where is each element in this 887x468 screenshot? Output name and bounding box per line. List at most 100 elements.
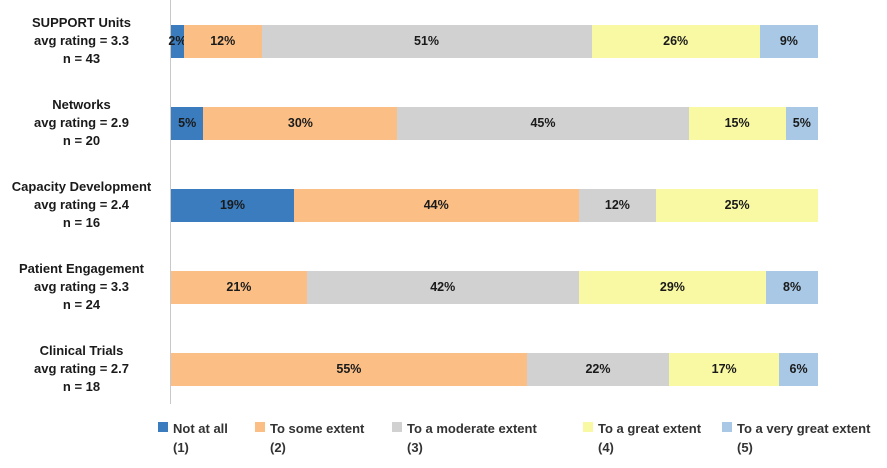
bar-segment: 5%: [785, 106, 818, 140]
category-row: Clinical Trials avg rating = 2.7 n = 18 55%…: [0, 328, 887, 410]
category-row: SUPPORT Units avg rating = 3.3 n = 43 2% 12%…: [0, 0, 887, 82]
segment-value-label: 30%: [287, 116, 313, 130]
rows-container: SUPPORT Units avg rating = 3.3 n = 43 2% 12%…: [0, 0, 887, 410]
category-row: Networks avg rating = 2.9 n = 20 5% 30% 45% 15…: [0, 82, 887, 164]
bar-segment: 44%: [293, 188, 579, 222]
bar-segment: 5%: [171, 106, 204, 140]
segment-value-label: 44%: [423, 198, 449, 212]
bar-segment: 8%: [766, 270, 818, 304]
bar-track: 55% 22% 17% 6%: [171, 352, 818, 386]
category-label: Patient Engagement avg rating = 3.3 n = 24: [0, 260, 167, 314]
legend: Not at all (1) To some extent (2) To a moder…: [0, 410, 887, 468]
bar-segment: 29%: [578, 270, 767, 304]
segment-value-label: 45%: [530, 116, 556, 130]
segment-value-label: 15%: [724, 116, 750, 130]
category-n-count: n = 20: [62, 133, 101, 148]
category-n-count: n = 16: [62, 215, 101, 230]
bar-segment: 17%: [669, 352, 780, 386]
category-avg-rating: avg rating = 3.3: [33, 33, 129, 48]
legend-text: To a moderate extent (3): [407, 419, 537, 457]
segment-value-label: 29%: [659, 280, 685, 294]
category-row: Patient Engagement avg rating = 3.3 n = 24…: [0, 246, 887, 328]
category-avg-rating: avg rating = 2.9: [33, 115, 129, 130]
category-name: Capacity Development: [11, 179, 152, 194]
category-name: Patient Engagement: [19, 261, 144, 276]
category-n-count: n = 18: [62, 379, 101, 394]
segment-value-label: 8%: [783, 280, 802, 294]
bar-segment: 26%: [591, 24, 760, 58]
plot-area: SUPPORT Units avg rating = 3.3 n = 43 2% 12%…: [0, 0, 887, 410]
bar-track: 2% 12% 51% 26% 9%: [168, 24, 818, 58]
legend-scale-number: (5): [737, 440, 753, 455]
bar-track: 5% 30% 45% 15% 5%: [171, 106, 818, 140]
bar-track: 21% 42% 29% 8%: [171, 270, 818, 304]
category-row: Capacity Development avg rating = 2.4 n = …: [0, 164, 887, 246]
bar-segment: 15%: [688, 106, 786, 140]
bar-segment: 21%: [171, 270, 307, 304]
category-avg-rating: avg rating = 2.7: [33, 361, 129, 376]
segment-value-label: 42%: [430, 280, 456, 294]
segment-value-label: 26%: [663, 34, 689, 48]
legend-label: To a moderate extent: [407, 421, 537, 436]
legend-item: To a very great extent (5): [722, 419, 870, 457]
bar-segment: 12%: [578, 188, 657, 222]
segment-value-label: 6%: [789, 362, 808, 376]
legend-item: To a moderate extent (3): [392, 419, 537, 457]
category-label: SUPPORT Units avg rating = 3.3 n = 43: [0, 14, 167, 68]
bar-segment: 30%: [203, 106, 398, 140]
segment-value-label: 12%: [210, 34, 236, 48]
legend-item: Not at all (1): [158, 419, 228, 457]
bar-segment: 9%: [759, 24, 818, 58]
legend-color-swatch: [583, 422, 593, 432]
category-name: SUPPORT Units: [32, 15, 131, 30]
segment-value-label: 22%: [585, 362, 611, 376]
category-label: Capacity Development avg rating = 2.4 n = …: [0, 178, 167, 232]
legend-color-swatch: [392, 422, 402, 432]
category-avg-rating: avg rating = 2.4: [33, 197, 129, 212]
segment-value-label: 17%: [711, 362, 737, 376]
bar-segment: 51%: [261, 24, 592, 58]
bar-track: 19% 44% 12% 25%: [171, 188, 818, 222]
legend-label: To a great extent: [598, 421, 702, 436]
segment-value-label: 55%: [336, 362, 362, 376]
segment-value-label: 12%: [604, 198, 630, 212]
segment-value-label: 2%: [168, 34, 187, 48]
category-name: Clinical Trials: [39, 343, 124, 358]
segment-value-label: 19%: [219, 198, 245, 212]
legend-text: Not at all (1): [173, 419, 228, 457]
legend-scale-number: (2): [270, 440, 286, 455]
segment-value-label: 25%: [724, 198, 750, 212]
legend-label: Not at all: [173, 421, 228, 436]
legend-scale-number: (4): [598, 440, 614, 455]
bar-segment: 6%: [779, 352, 818, 386]
legend-text: To a very great extent (5): [737, 419, 870, 457]
legend-item: To a great extent (4): [583, 419, 701, 457]
bar-segment: 12%: [183, 24, 262, 58]
segment-value-label: 21%: [226, 280, 252, 294]
bar-segment: 25%: [656, 188, 818, 222]
segment-value-label: 5%: [178, 116, 197, 130]
bar-segment: 42%: [306, 270, 579, 304]
legend-scale-number: (1): [173, 440, 189, 455]
legend-label: To some extent: [270, 421, 365, 436]
bar-segment: 55%: [171, 352, 527, 386]
legend-color-swatch: [255, 422, 265, 432]
legend-text: To some extent (2): [270, 419, 364, 457]
legend-text: To a great extent (4): [598, 419, 701, 457]
legend-item: To some extent (2): [255, 419, 364, 457]
category-label: Networks avg rating = 2.9 n = 20: [0, 96, 167, 150]
category-n-count: n = 43: [62, 51, 101, 66]
bar-segment: 22%: [526, 352, 670, 386]
category-label: Clinical Trials avg rating = 2.7 n = 18: [0, 342, 167, 396]
category-avg-rating: avg rating = 3.3: [33, 279, 129, 294]
legend-label: To a very great extent: [737, 421, 871, 436]
category-name: Networks: [52, 97, 111, 112]
segment-value-label: 51%: [414, 34, 440, 48]
legend-scale-number: (3): [407, 440, 423, 455]
bar-segment: 45%: [397, 106, 689, 140]
category-n-count: n = 24: [62, 297, 101, 312]
legend-color-swatch: [158, 422, 168, 432]
bar-segment: 2%: [168, 24, 187, 58]
y-axis-line: [170, 0, 171, 404]
